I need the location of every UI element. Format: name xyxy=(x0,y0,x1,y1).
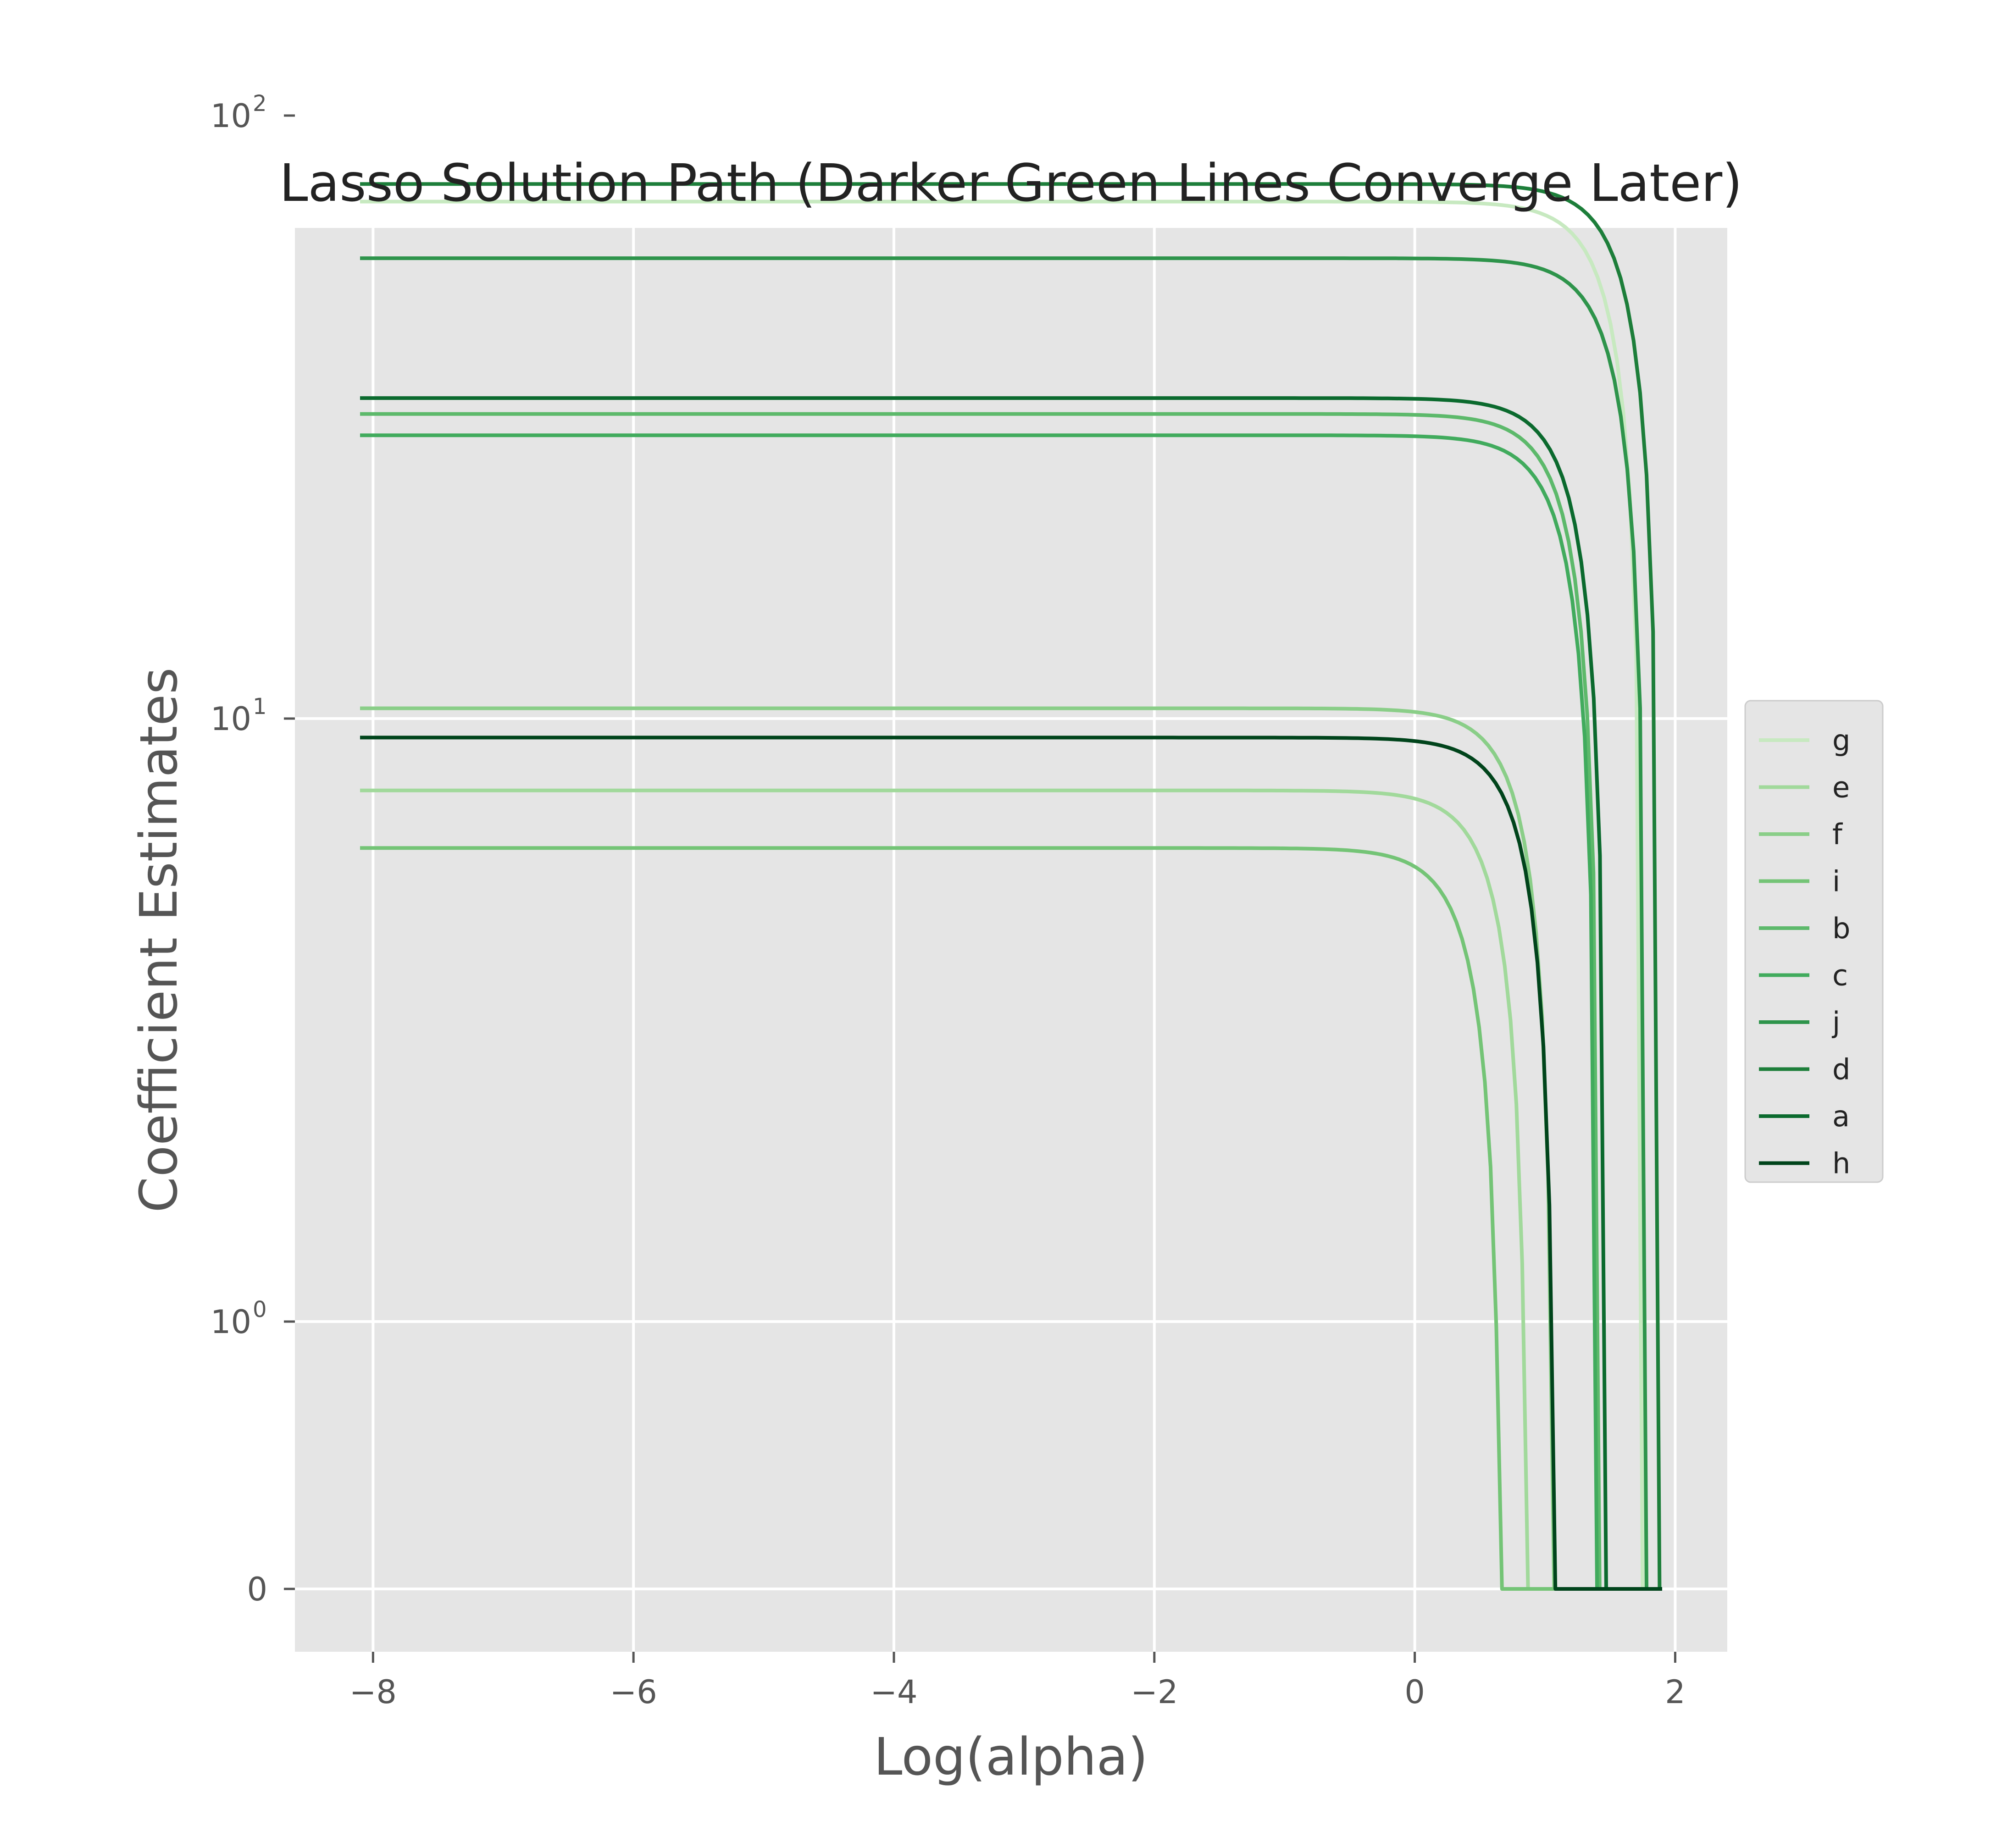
series-line-i xyxy=(360,846,1662,1591)
series-line-j xyxy=(360,256,1662,1591)
legend-label-a: a xyxy=(1832,1100,1850,1133)
x-tick-label: 0 xyxy=(1404,1673,1425,1711)
x-tick-label: −8 xyxy=(349,1673,397,1711)
y-tick-label: 10 xyxy=(211,700,251,738)
grid xyxy=(295,114,1727,1652)
y-tick-label: 10 xyxy=(211,1303,251,1341)
series-line-b xyxy=(360,412,1662,1591)
legend-frame xyxy=(1744,700,1884,1183)
series-line-f xyxy=(360,706,1662,1591)
legend-label-h: h xyxy=(1832,1147,1850,1180)
legend-label-c: c xyxy=(1832,959,1848,992)
series-line-c xyxy=(360,433,1662,1591)
chart-title: Lasso Solution Path (Darker Green Lines … xyxy=(279,154,1742,213)
y-tick-exponent: 0 xyxy=(253,1297,267,1322)
legend-label-d: d xyxy=(1832,1053,1850,1086)
y-axis-label: Coefficient Estimates xyxy=(129,667,189,1212)
series-line-a xyxy=(360,396,1662,1591)
x-tick-label: 2 xyxy=(1665,1673,1686,1711)
legend-label-f: f xyxy=(1832,818,1843,851)
legend-label-i: i xyxy=(1832,865,1840,898)
x-tick-label: −4 xyxy=(870,1673,917,1711)
x-tick-label: −2 xyxy=(1131,1673,1178,1711)
plot-area xyxy=(295,228,1727,1652)
series-lines xyxy=(360,182,1662,1591)
x-axis-label: Log(alpha) xyxy=(874,1727,1148,1787)
series-line-h xyxy=(360,736,1662,1591)
y-tick-label: 10 xyxy=(211,97,251,135)
legend-label-b: b xyxy=(1832,912,1850,945)
legend-label-e: e xyxy=(1832,771,1850,804)
legend-label-j: j xyxy=(1831,1006,1840,1039)
x-tick-label: −6 xyxy=(610,1673,657,1711)
y-tick-exponent: 1 xyxy=(253,694,267,719)
legend-label-g: g xyxy=(1832,724,1850,757)
y-tick-label: 0 xyxy=(247,1571,267,1608)
series-line-g xyxy=(360,199,1662,1591)
series-line-e xyxy=(360,788,1662,1591)
series-line-d xyxy=(360,182,1662,1591)
y-tick-exponent: 2 xyxy=(253,91,267,116)
